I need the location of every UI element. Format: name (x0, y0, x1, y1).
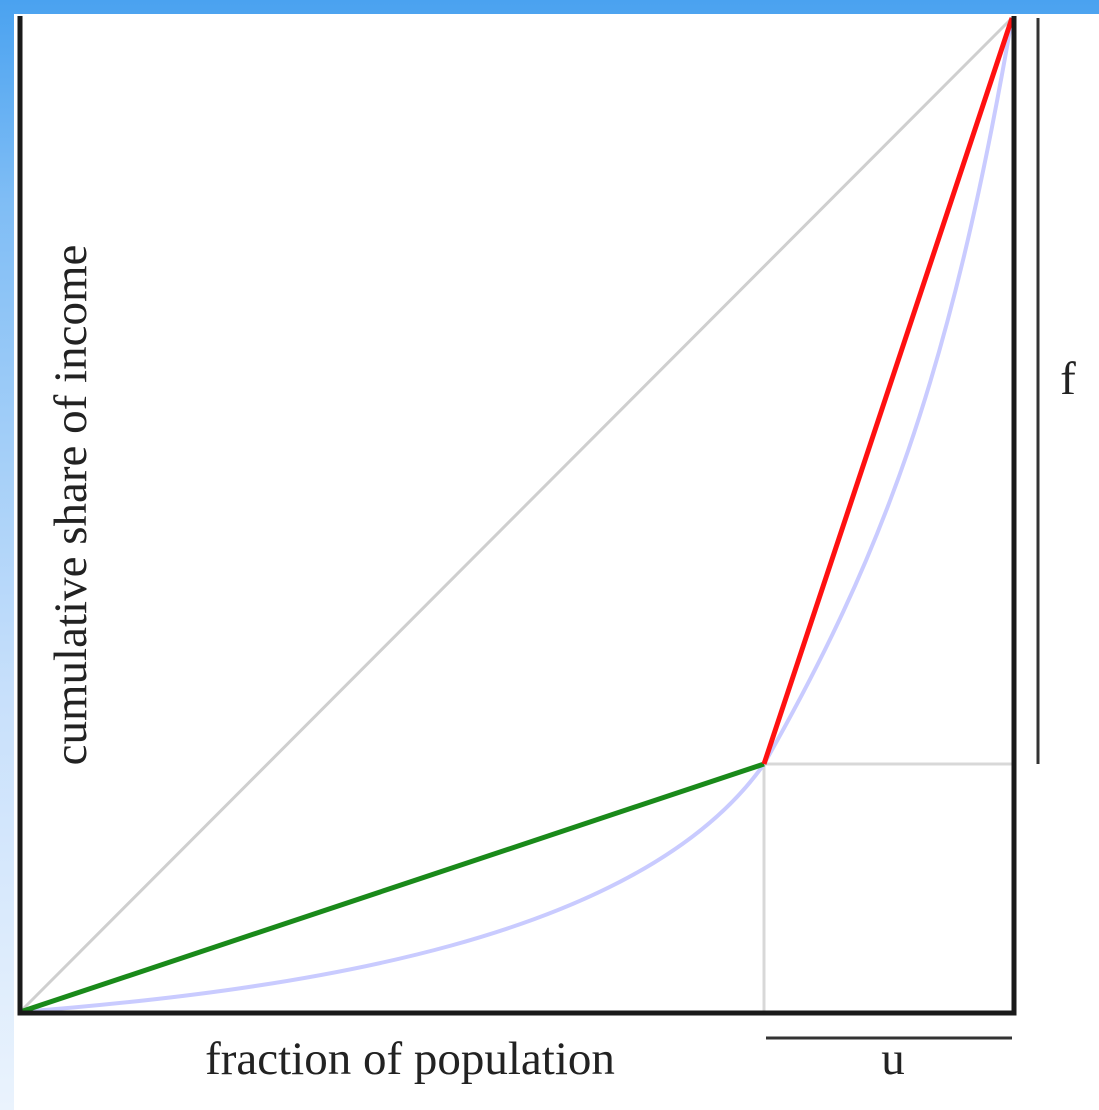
plot-frame (17, 16, 1017, 1016)
top-segment-line (761, 17, 1015, 765)
equality-line (18, 16, 1014, 1014)
bottom-segment-line (19, 761, 765, 1015)
u-label: u (881, 1033, 905, 1085)
f-label: f (1060, 353, 1076, 405)
diagram-canvas (14, 14, 1099, 1110)
x-axis-label: fraction of population (205, 1033, 615, 1085)
y-axis-label: cumulative share of income (45, 245, 97, 766)
